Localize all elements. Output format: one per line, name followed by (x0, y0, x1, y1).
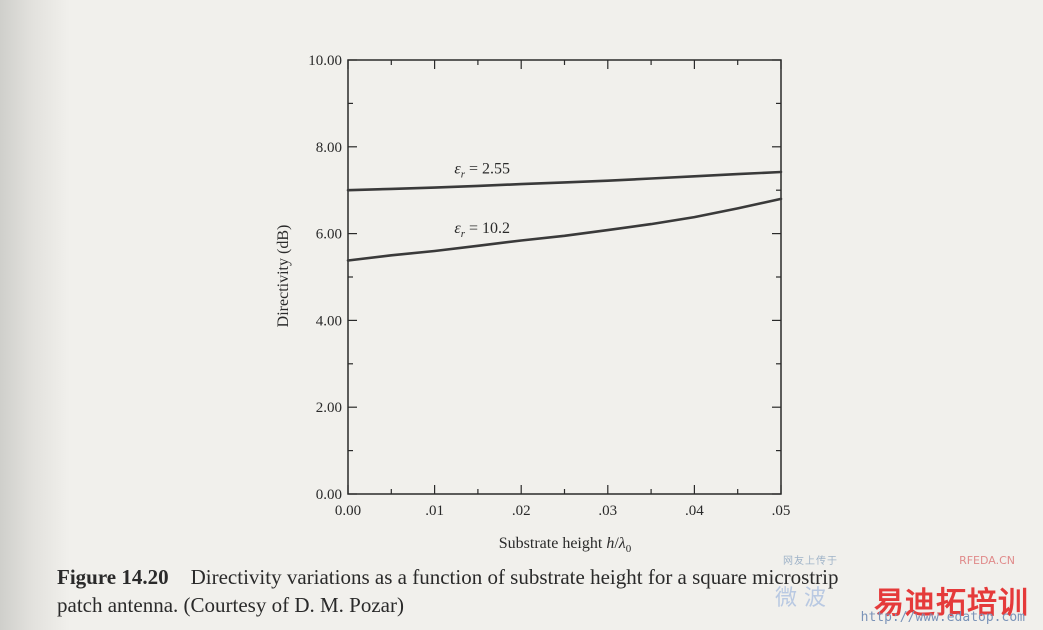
caption-line-2: patch antenna. (Courtesy of D. M. Pozar) (57, 593, 404, 617)
y-tick-labels: 0.00 2.00 4.00 6.00 8.00 10.00 (308, 53, 342, 503)
caption-line-1: Directivity variations as a function of … (190, 565, 839, 589)
y-tick-label: 0.00 (316, 487, 342, 503)
series-label-1: εr = 2.55 (454, 161, 510, 181)
x-tick-label: .05 (772, 503, 791, 519)
watermark-mid-text: 微 波 (775, 586, 826, 611)
series-lines (346, 170, 783, 262)
x-tick-label: 0.00 (335, 503, 361, 519)
figure-caption: Figure 14.20 Directivity variations as a … (57, 563, 1017, 619)
y-tick-label: 2.00 (316, 400, 342, 416)
watermark: 网友上传于 RFEDA.CN 微 波 易迪拓培训 http://www.edat… (775, 552, 1035, 628)
watermark-main-text: 易迪拓培训 (874, 586, 1029, 621)
plot-frame (347, 59, 782, 495)
x-tick-label: .01 (425, 503, 444, 519)
tick-marks (347, 59, 782, 495)
y-tick-label: 10.00 (308, 53, 342, 69)
watermark-top-text: 网友上传于 (783, 556, 838, 567)
x-tick-label: .03 (598, 503, 617, 519)
y-tick-label: 4.00 (316, 313, 342, 329)
x-axis-label: Substrate height h/λ0 (499, 535, 632, 555)
series-line-2 (346, 197, 783, 262)
y-axis-label: Directivity (dB) (275, 225, 292, 328)
x-tick-label: .02 (512, 503, 531, 519)
chart: 0.00 .01 .02 .03 .04 .05 0.00 2.00 4.00 6.00 8.00… (275, 53, 791, 555)
series-labels: εr = 2.55 εr = 10.2 (454, 161, 510, 241)
series-line-1 (346, 170, 783, 192)
figure-number: Figure 14.20 (57, 565, 169, 589)
x-tick-label: .04 (685, 503, 704, 519)
page-edge-shadow (0, 0, 70, 630)
watermark-rfeda: RFEDA.CN (959, 554, 1015, 567)
y-tick-label: 6.00 (316, 227, 342, 243)
watermark-url: http://www.edatop.com (860, 610, 1025, 625)
series-label-2: εr = 10.2 (454, 220, 510, 240)
y-tick-label: 8.00 (316, 140, 342, 156)
x-tick-labels: 0.00 .01 .02 .03 .04 .05 (335, 503, 791, 519)
